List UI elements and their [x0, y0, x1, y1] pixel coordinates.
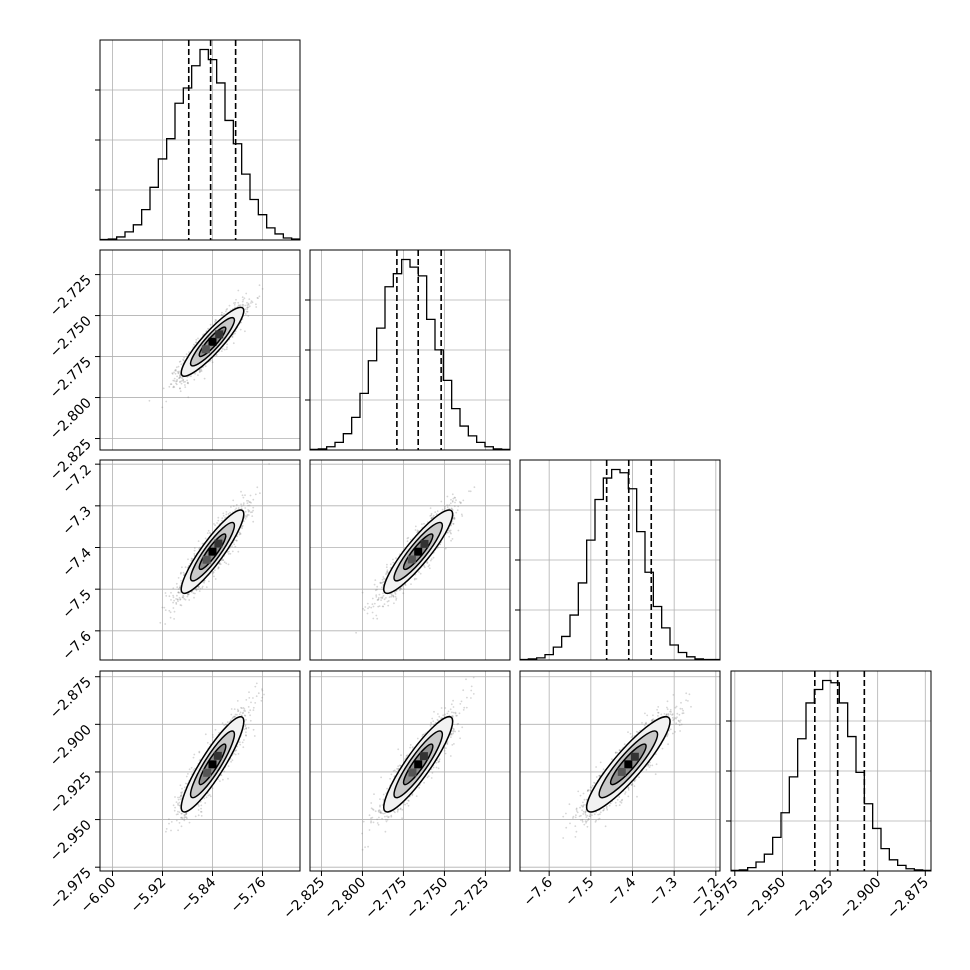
- x-tick-label: −7.6: [521, 874, 556, 909]
- y-tick-label: −7.6: [59, 628, 94, 663]
- histogram-step: [310, 258, 510, 451]
- density-peak: [213, 751, 222, 760]
- density-peak: [420, 539, 429, 548]
- y-tick-label: −7.3: [59, 503, 94, 538]
- density-peak: [201, 345, 210, 354]
- density-peak: [630, 752, 639, 761]
- y-tick-label: −2.950: [47, 817, 95, 865]
- density-peak: [202, 555, 211, 564]
- hist-panel-0: [95, 39, 301, 241]
- x-tick-label: −7.5: [562, 875, 597, 910]
- panel-border: [519, 670, 721, 872]
- density-peak: [407, 555, 416, 564]
- scatter-panel-3-0: [99, 670, 301, 872]
- scatter-panel-2-0: [99, 459, 301, 661]
- x-tick-label: −7.4: [604, 874, 639, 909]
- histogram-step: [100, 48, 300, 241]
- panel-border: [309, 459, 511, 661]
- x-tick-label: −2.950: [741, 875, 789, 923]
- x-tick-label: −2.875: [884, 875, 932, 923]
- panel-border: [99, 459, 301, 661]
- x-tick-label: −2.800: [321, 875, 369, 923]
- x-tick-label: −5.84: [178, 874, 220, 916]
- x-tick-label: −2.775: [362, 875, 410, 923]
- density-peak: [215, 330, 224, 339]
- histogram-step: [520, 468, 720, 661]
- x-tick-label: −5.76: [228, 874, 270, 916]
- density-peak: [624, 760, 633, 769]
- panel-content: [159, 463, 270, 625]
- density-peak: [208, 547, 217, 556]
- x-tick-label: −2.925: [789, 875, 837, 923]
- y-tick-label: −7.4: [59, 545, 94, 580]
- hist-panel-3: [726, 670, 932, 872]
- scatter-panel-3-2: [519, 670, 721, 872]
- scatter-panel-3-1: [309, 670, 511, 872]
- density-peak: [208, 760, 217, 769]
- x-tick-label: −7.3: [646, 875, 681, 910]
- panel-content: [148, 284, 264, 409]
- y-tick-label: −7.5: [59, 587, 94, 622]
- density-peak: [408, 768, 417, 777]
- density-peak: [414, 547, 423, 556]
- density-peak: [214, 539, 223, 548]
- scatter-panel-1-0: [99, 249, 301, 451]
- y-tick-label: −2.925: [47, 769, 95, 817]
- x-tick-label: −2.825: [280, 875, 328, 923]
- density-peak: [203, 768, 212, 777]
- y-tick-label: −2.775: [47, 354, 95, 402]
- y-tick-label: −2.800: [47, 395, 95, 443]
- y-tick-label: −2.900: [47, 722, 95, 770]
- x-tick-label: −2.725: [444, 875, 492, 923]
- panel-content: [361, 676, 475, 851]
- y-tick-label: −2.725: [47, 272, 95, 320]
- scatter-panel-2-1: [309, 459, 511, 661]
- panel-content: [562, 692, 692, 839]
- panel-content: [355, 486, 476, 634]
- density-peak: [414, 760, 423, 769]
- density-peak: [208, 337, 217, 346]
- panel-border: [99, 39, 301, 241]
- density-peak: [419, 752, 428, 761]
- panel-border: [730, 670, 932, 872]
- hist-panel-1: [305, 249, 511, 451]
- histogram-step: [731, 679, 931, 872]
- density-peak: [617, 767, 626, 776]
- panel-border: [99, 249, 301, 451]
- panel-border: [309, 670, 511, 872]
- y-tick-label: −2.750: [47, 313, 95, 361]
- hist-panel-2: [515, 459, 721, 661]
- panel-border: [519, 459, 721, 661]
- panel-content: [165, 682, 265, 833]
- y-tick-label: −2.875: [47, 674, 95, 722]
- panel-border: [99, 670, 301, 872]
- panel-border: [309, 249, 511, 451]
- x-tick-label: −5.92: [128, 875, 170, 917]
- x-tick-label: −2.750: [403, 875, 451, 923]
- x-tick-label: −2.900: [837, 875, 885, 923]
